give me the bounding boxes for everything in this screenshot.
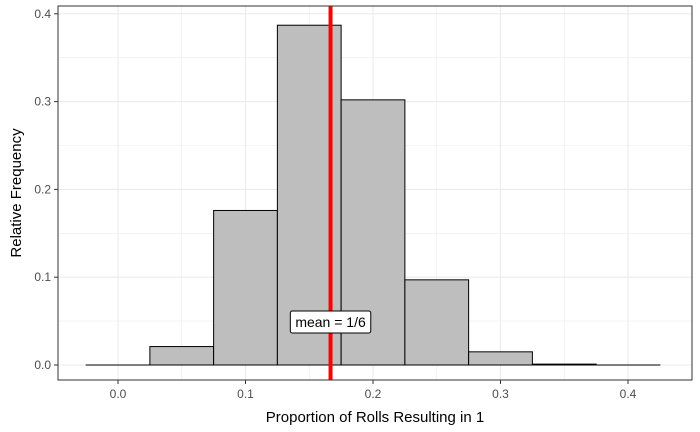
x-tick-label: 0.0: [110, 387, 127, 401]
mean-annotation-label: mean = 1/6: [295, 314, 366, 330]
x-tick-label: 0.4: [620, 387, 637, 401]
y-tick-label: 0.3: [34, 95, 51, 109]
mean-annotation: mean = 1/6: [289, 310, 372, 334]
x-axis-title: Proportion of Rolls Resulting in 1: [266, 409, 484, 426]
y-tick-label: 0.1: [34, 270, 51, 284]
histogram-bar: [404, 279, 470, 366]
y-tick-label: 0.2: [34, 182, 51, 196]
histogram-bar: [149, 346, 215, 366]
x-tick-label: 0.2: [365, 387, 382, 401]
y-axis: 0.0 0.1 0.2 0.3 0.4: [34, 7, 58, 372]
mean-annotation-box: [289, 310, 372, 334]
y-tick-label: 0.0: [34, 358, 51, 372]
histogram-bar: [531, 363, 597, 366]
x-tick-label: 0.1: [237, 387, 254, 401]
histogram-bar: [468, 351, 533, 366]
panel-border: [57, 5, 693, 381]
y-tick-label: 0.4: [34, 7, 51, 21]
x-tick-label: 0.3: [492, 387, 509, 401]
y-axis-title: Relative Frequency: [8, 128, 25, 258]
histogram-bar: [213, 209, 278, 366]
x-axis: 0.0 0.1 0.2 0.3 0.4: [110, 380, 637, 401]
